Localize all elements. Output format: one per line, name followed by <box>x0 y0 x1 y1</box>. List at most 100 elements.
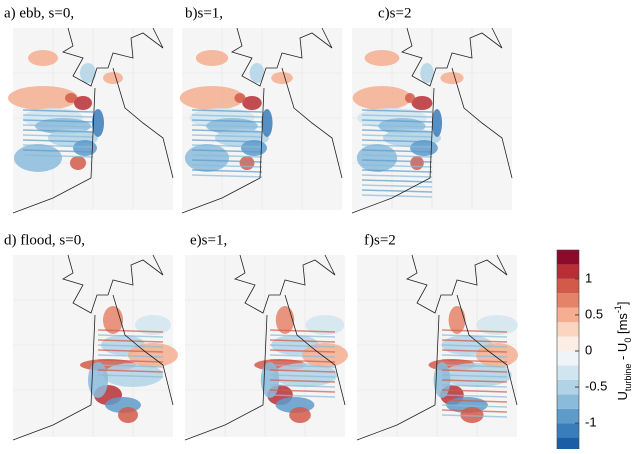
velocity-contour <box>440 72 464 84</box>
velocity-contour <box>103 363 163 387</box>
velocity-contour <box>364 50 400 66</box>
velocity-contour <box>249 63 265 83</box>
colorbar-band <box>557 408 579 424</box>
coastline <box>181 87 265 214</box>
coastline <box>451 67 513 179</box>
wake-stripe <box>22 154 94 158</box>
colorbar-band <box>557 264 579 279</box>
coastline <box>351 87 435 214</box>
wake-stripe <box>441 414 508 418</box>
map-panel <box>356 254 518 441</box>
colorbar-tick-label: -1 <box>585 415 597 430</box>
wake-stripe <box>441 369 508 373</box>
velocity-contour <box>448 306 466 334</box>
wake-stripe <box>441 394 508 398</box>
colorbar-label-part: 0 <box>623 338 633 343</box>
velocity-contour <box>410 156 424 170</box>
colorbar-label-part: U <box>615 391 630 400</box>
velocity-contour <box>65 93 77 103</box>
wake-stripe <box>361 149 433 153</box>
coastline <box>231 27 333 87</box>
wake-stripe <box>441 364 508 368</box>
wake-stripe <box>191 154 263 158</box>
panel-label: c)s=2 <box>378 5 411 21</box>
velocity-contour <box>92 109 104 137</box>
wake-stripe <box>361 129 433 133</box>
wake-stripe <box>97 359 164 363</box>
wake-stripe <box>441 409 508 413</box>
velocity-contour <box>70 156 86 170</box>
coastline <box>184 314 268 441</box>
wake-stripe <box>361 114 433 118</box>
wake-stripe <box>361 139 433 143</box>
colorbar-band <box>557 394 579 409</box>
wake-stripe <box>22 149 94 153</box>
wake-stripe <box>191 144 263 148</box>
wake-stripe <box>361 194 433 198</box>
velocity-contour <box>184 144 230 172</box>
wake-stripe <box>191 109 263 113</box>
wake-stripe <box>361 189 433 193</box>
wake-stripe <box>22 109 94 113</box>
coastline <box>62 27 164 87</box>
wake-stripe <box>269 369 336 373</box>
wake-stripe <box>191 164 263 168</box>
colorbar-band <box>557 365 579 380</box>
panel-label: e)s=1, <box>190 232 227 248</box>
colorbar-band <box>557 278 579 294</box>
wake-stripe <box>441 344 508 348</box>
wake-stripe <box>191 124 263 128</box>
velocity-contour <box>305 315 345 335</box>
colorbar-band <box>557 322 579 337</box>
colorbar-band <box>557 336 579 351</box>
wake-stripe <box>22 134 94 138</box>
velocity-contour <box>476 315 518 335</box>
wake-stripe <box>361 154 433 158</box>
wake-stripe <box>191 174 263 178</box>
wake-stripe <box>441 334 508 338</box>
velocity-contour <box>195 50 229 66</box>
velocity-contour <box>88 362 108 398</box>
velocity-contour <box>431 109 443 137</box>
velocity-contour <box>404 93 416 103</box>
wake-stripe <box>361 169 433 173</box>
wake-stripe <box>269 344 336 348</box>
wake-stripe <box>361 184 433 188</box>
coastline <box>281 67 343 179</box>
wake-stripe <box>269 329 336 333</box>
wake-stripe <box>269 349 336 353</box>
velocity-contour <box>8 86 78 110</box>
velocity-contour <box>411 96 433 110</box>
wake-stripe <box>191 169 263 173</box>
wake-stripe <box>269 389 336 393</box>
wake-stripe <box>97 374 164 378</box>
wake-stripe <box>191 119 263 123</box>
wake-stripe <box>441 339 508 343</box>
panel-label: b)s=1, <box>185 5 223 21</box>
wake-stripe <box>269 334 336 338</box>
colorbar-band <box>557 423 579 438</box>
colorbar-band <box>557 307 579 323</box>
wake-stripe <box>191 134 263 138</box>
velocity-contour <box>179 86 245 110</box>
velocity-contour <box>420 63 434 83</box>
velocity-contour <box>242 96 262 110</box>
wake-stripe <box>97 344 164 348</box>
wake-stripe <box>441 384 508 388</box>
colorbar-label-part: -1 <box>613 305 623 313</box>
velocity-contour <box>103 72 123 84</box>
wake-stripe <box>361 119 433 123</box>
velocity-contour <box>352 86 412 110</box>
coastline <box>284 294 346 406</box>
wake-stripe <box>97 334 164 338</box>
wake-stripe <box>191 159 263 163</box>
colorbar-tick-label: 1 <box>585 270 592 285</box>
velocity-contour <box>14 144 62 172</box>
wake-stripe <box>269 374 336 378</box>
colorbar-band <box>557 293 579 308</box>
panel-label: d) flood, s=0, <box>4 232 85 248</box>
wake-stripe <box>441 389 508 393</box>
wake-stripe <box>22 124 94 128</box>
colorbar-label: Uturbine - U0 [ms-1] <box>613 301 633 400</box>
